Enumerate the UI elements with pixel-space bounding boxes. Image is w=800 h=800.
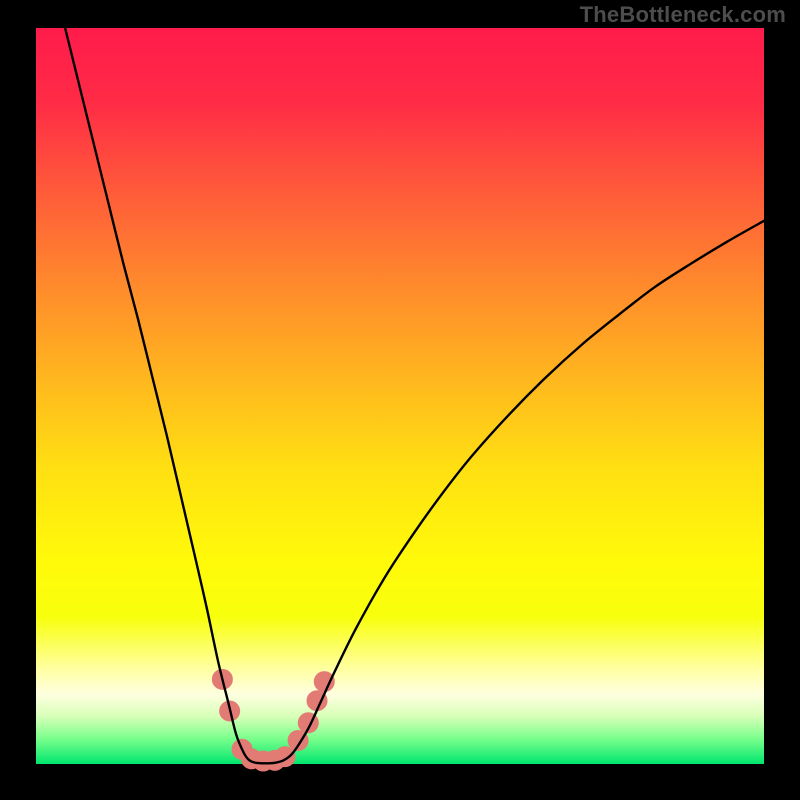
plot-background — [36, 28, 764, 764]
valley-marker — [275, 747, 295, 767]
watermark-text: TheBottleneck.com — [580, 2, 786, 28]
chart-container: TheBottleneck.com — [0, 0, 800, 800]
bottleneck-chart — [0, 0, 800, 800]
